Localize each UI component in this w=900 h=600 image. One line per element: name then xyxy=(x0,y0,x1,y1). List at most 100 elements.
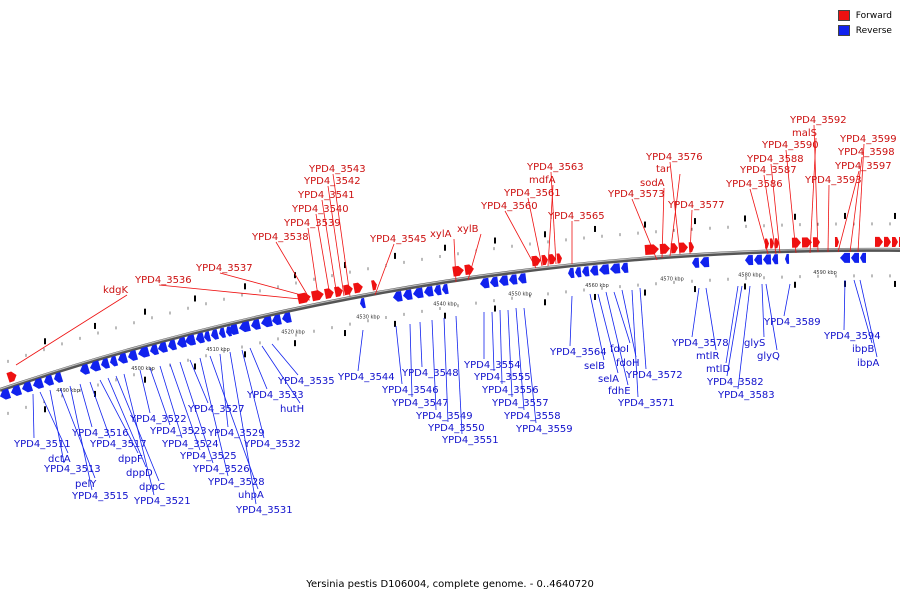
reverse-gene-arrow[interactable] xyxy=(20,381,34,394)
gene-label-ypd4-3541[interactable]: YPD4_3541 xyxy=(297,190,355,201)
forward-gene-arrow[interactable] xyxy=(791,237,801,248)
forward-gene-arrow[interactable] xyxy=(311,289,325,302)
forward-gene-arrow[interactable] xyxy=(774,238,779,249)
gene-label-ypd4-3526[interactable]: YPD4_3526 xyxy=(192,464,250,475)
reverse-gene-arrow[interactable] xyxy=(479,277,490,289)
reverse-gene-arrow[interactable] xyxy=(117,352,129,365)
reverse-gene-arrow[interactable] xyxy=(31,377,45,391)
reverse-gene-arrow[interactable] xyxy=(412,287,424,299)
gene-label-ypd4-3511[interactable]: YPD4_3511 xyxy=(13,439,71,450)
reverse-gene-arrow[interactable] xyxy=(574,267,582,278)
forward-gene-arrow[interactable] xyxy=(343,284,354,296)
gene-label-ibpb[interactable]: ibpB xyxy=(852,344,874,355)
gene-label-ypd4-3588[interactable]: YPD4_3588 xyxy=(746,154,804,165)
gene-label-ibpa[interactable]: ibpA xyxy=(857,358,879,369)
reverse-gene-arrow[interactable] xyxy=(860,252,867,263)
gene-label-ypd4-3550[interactable]: YPD4_3550 xyxy=(427,423,485,434)
legend-forward[interactable]: Forward xyxy=(837,8,892,23)
reverse-gene-arrow[interactable] xyxy=(127,349,139,362)
gene-label-ypd4-3532[interactable]: YPD4_3532 xyxy=(243,439,301,450)
gene-label-ypd4-3522[interactable]: YPD4_3522 xyxy=(129,414,187,425)
reverse-gene-arrow[interactable] xyxy=(851,252,860,263)
reverse-gene-arrow[interactable] xyxy=(42,374,55,387)
gene-label-ypd4-3543[interactable]: YPD4_3543 xyxy=(308,164,366,175)
gene-label-ypd4-3592[interactable]: YPD4_3592 xyxy=(789,115,847,126)
gene-label-ypd4-3544[interactable]: YPD4_3544 xyxy=(337,372,395,383)
gene-label-ypd4-3515[interactable]: YPD4_3515 xyxy=(71,491,129,502)
gene-label-ypd4-3525[interactable]: YPD4_3525 xyxy=(179,451,237,462)
reverse-gene-arrow[interactable] xyxy=(599,264,610,275)
gene-label-ypd4-3513[interactable]: YPD4_3513 xyxy=(43,464,101,475)
gene-label-ypd4-3561[interactable]: YPD4_3561 xyxy=(503,188,561,199)
gene-label-xylb[interactable]: xylB xyxy=(457,224,479,235)
gene-label-dcta[interactable]: dctA xyxy=(48,454,71,465)
reverse-gene-arrow[interactable] xyxy=(167,339,178,352)
gene-label-ypd4-3528[interactable]: YPD4_3528 xyxy=(207,477,265,488)
forward-gene-arrow[interactable] xyxy=(464,264,474,276)
reverse-gene-arrow[interactable] xyxy=(517,273,527,284)
gene-label-ypd4-3516[interactable]: YPD4_3516 xyxy=(71,428,129,439)
reverse-gene-arrow[interactable] xyxy=(218,327,227,339)
reverse-gene-arrow[interactable] xyxy=(109,355,119,368)
gene-label-huth[interactable]: hutH xyxy=(280,404,304,415)
gene-label-ypd4-3558[interactable]: YPD4_3558 xyxy=(503,411,561,422)
gene-label-sela[interactable]: selA xyxy=(598,374,619,385)
reverse-gene-arrow[interactable] xyxy=(89,360,102,372)
gene-label-ypd4-3590[interactable]: YPD4_3590 xyxy=(761,140,819,151)
gene-label-ypd4-3564[interactable]: YPD4_3564 xyxy=(549,347,607,358)
reverse-gene-arrow[interactable] xyxy=(260,316,273,328)
gene-label-soda[interactable]: sodA xyxy=(640,178,665,189)
reverse-gene-arrow[interactable] xyxy=(621,262,629,274)
gene-label-ypd4-3578[interactable]: YPD4_3578 xyxy=(671,338,729,349)
gene-label-ypd4-3546[interactable]: YPD4_3546 xyxy=(381,385,439,396)
gene-label-ypd4-3529[interactable]: YPD4_3529 xyxy=(207,428,265,439)
gene-label-ypd4-3576[interactable]: YPD4_3576 xyxy=(645,152,703,163)
reverse-gene-arrow[interactable] xyxy=(392,291,403,302)
gene-label-mtld[interactable]: mtlD xyxy=(706,364,730,375)
forward-gene-arrow[interactable] xyxy=(324,287,335,299)
gene-label-fdoi[interactable]: fdoI xyxy=(610,344,629,355)
reverse-gene-arrow[interactable] xyxy=(210,329,219,340)
gene-label-mtlr[interactable]: mtlR xyxy=(696,351,719,362)
gene-label-ypd4-3587[interactable]: YPD4_3587 xyxy=(739,165,797,176)
reverse-gene-arrow[interactable] xyxy=(772,254,779,265)
reverse-gene-arrow[interactable] xyxy=(441,283,449,295)
forward-gene-arrow[interactable] xyxy=(801,237,812,248)
gene-label-uhpa[interactable]: uhpA xyxy=(238,490,264,501)
forward-gene-arrow[interactable] xyxy=(6,370,18,383)
reverse-gene-arrow[interactable] xyxy=(176,336,187,349)
reverse-gene-arrow[interactable] xyxy=(754,254,763,265)
gene-label-ypd4-3589[interactable]: YPD4_3589 xyxy=(763,317,821,328)
gene-label-ypd4-3535[interactable]: YPD4_3535 xyxy=(277,376,335,387)
forward-gene-arrow[interactable] xyxy=(541,254,548,266)
reverse-gene-arrow[interactable] xyxy=(423,285,434,297)
gene-label-ypd4-3582[interactable]: YPD4_3582 xyxy=(706,377,764,388)
gene-label-ypd4-3527[interactable]: YPD4_3527 xyxy=(187,404,245,415)
gene-label-ypd4-3586[interactable]: YPD4_3586 xyxy=(725,179,783,190)
gene-label-ypd4-3563[interactable]: YPD4_3563 xyxy=(526,162,584,173)
gene-label-xyla[interactable]: xylA xyxy=(430,229,452,240)
forward-gene-arrow[interactable] xyxy=(353,282,364,294)
gene-label-glyq[interactable]: glyQ xyxy=(757,351,780,362)
gene-label-fdhe[interactable]: fdhE xyxy=(608,386,631,397)
forward-gene-arrow[interactable] xyxy=(644,244,660,255)
forward-gene-arrow[interactable] xyxy=(678,242,689,253)
gene-label-ypd4-3577[interactable]: YPD4_3577 xyxy=(667,200,725,211)
gene-label-ypd4-3537[interactable]: YPD4_3537 xyxy=(195,263,253,274)
reverse-gene-arrow[interactable] xyxy=(359,297,366,309)
reverse-gene-arrow[interactable] xyxy=(0,388,12,401)
gene-label-ypd4-3536[interactable]: YPD4_3536 xyxy=(134,275,192,286)
reverse-gene-arrow[interactable] xyxy=(195,332,205,344)
forward-gene-arrow[interactable] xyxy=(371,280,378,291)
gene-label-ypd4-3594[interactable]: YPD4_3594 xyxy=(823,331,881,342)
gene-label-ypd4-3548[interactable]: YPD4_3548 xyxy=(401,368,459,379)
gene-label-ypd4-3557[interactable]: YPD4_3557 xyxy=(491,398,549,409)
gene-label-kdgk[interactable]: kdgK xyxy=(103,285,128,296)
gene-label-dppf[interactable]: dppF xyxy=(118,454,143,465)
reverse-gene-arrow[interactable] xyxy=(692,257,700,268)
forward-gene-arrow[interactable] xyxy=(548,254,556,265)
gene-label-ypd4-3593[interactable]: YPD4_3593 xyxy=(804,175,862,186)
gene-label-ypd4-3540[interactable]: YPD4_3540 xyxy=(291,204,349,215)
reverse-gene-arrow[interactable] xyxy=(271,314,282,326)
gene-label-ypd4-3573[interactable]: YPD4_3573 xyxy=(607,189,665,200)
